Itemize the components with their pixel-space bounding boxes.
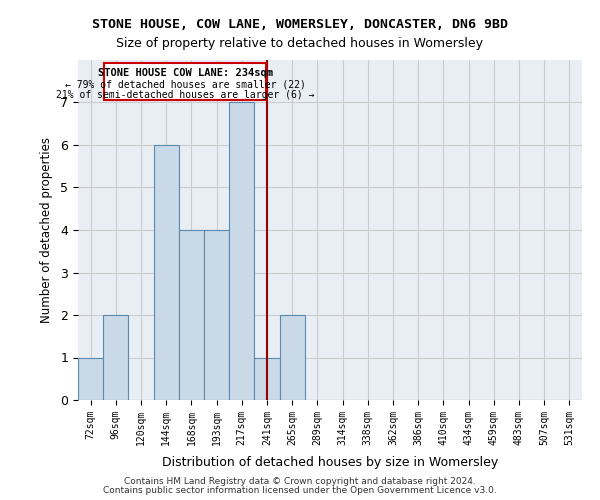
Bar <box>229 102 254 400</box>
Text: STONE HOUSE COW LANE: 234sqm: STONE HOUSE COW LANE: 234sqm <box>98 68 272 78</box>
Bar <box>204 230 229 400</box>
Bar <box>103 315 128 400</box>
Y-axis label: Number of detached properties: Number of detached properties <box>40 137 53 323</box>
Bar <box>254 358 280 400</box>
Bar <box>179 230 204 400</box>
Text: STONE HOUSE, COW LANE, WOMERSLEY, DONCASTER, DN6 9BD: STONE HOUSE, COW LANE, WOMERSLEY, DONCAS… <box>92 18 508 30</box>
Text: Size of property relative to detached houses in Womersley: Size of property relative to detached ho… <box>116 38 484 51</box>
Text: Contains HM Land Registry data © Crown copyright and database right 2024.: Contains HM Land Registry data © Crown c… <box>124 477 476 486</box>
Text: ← 79% of detached houses are smaller (22): ← 79% of detached houses are smaller (22… <box>65 79 305 89</box>
Bar <box>280 315 305 400</box>
Text: 21% of semi-detached houses are larger (6) →: 21% of semi-detached houses are larger (… <box>56 90 314 100</box>
Bar <box>154 145 179 400</box>
X-axis label: Distribution of detached houses by size in Womersley: Distribution of detached houses by size … <box>162 456 498 469</box>
FancyBboxPatch shape <box>104 64 266 100</box>
Text: Contains public sector information licensed under the Open Government Licence v3: Contains public sector information licen… <box>103 486 497 495</box>
Bar <box>78 358 103 400</box>
